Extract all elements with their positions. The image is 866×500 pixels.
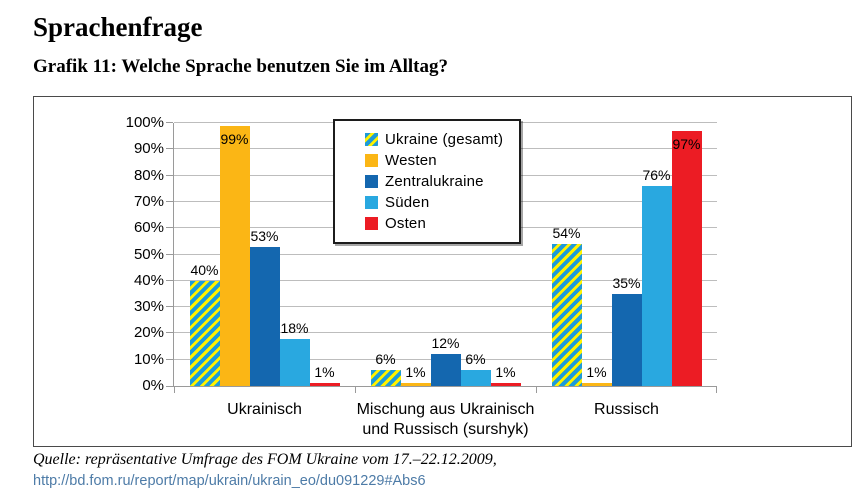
y-tick [166,200,173,202]
bar-westen-ukrainisch [219,126,250,386]
chart-caption: Grafik 11: Welche Sprache benutzen Sie i… [33,56,449,77]
bar-value-label: 12% [431,335,460,351]
bar-value-label: 76% [642,167,671,183]
legend-label: Westen [385,152,437,169]
bar-zentralukraine-mischung-aus-ukrainisch [430,354,461,386]
legend-label: Zentralukraine [385,173,484,190]
y-tick [166,279,173,281]
bar-value-label: 1% [586,364,607,380]
gridline [174,279,717,281]
gridline [174,253,717,255]
bar-value-label: 40% [190,262,219,278]
y-tick-label: 0% [142,377,164,394]
y-tick [166,358,173,360]
bar-westen-russisch [581,383,612,386]
bar-zentralukraine-ukrainisch [249,247,280,386]
gridline [174,332,717,334]
plot-area: 0% 10% 20% 30% 40% 50% 60% 70% 80% 90% 100% 40% 99% 5… [126,114,717,394]
legend-item-osten: Osten [365,213,519,234]
x-axis-label-ukrainisch: Ukrainisch [227,401,302,418]
x-axis-label-russisch: Russisch [594,401,659,418]
y-tick-label: 100% [125,114,164,131]
y-tick-label: 50% [133,245,164,263]
bar-zentralukraine-russisch [611,294,642,386]
source-text: Quelle: repräsentative Umfrage des FOM U… [33,451,497,468]
legend-item-zentralukraine: Zentralukraine [365,171,519,192]
y-tick-label: 60% [133,219,164,237]
legend-swatch-icon [365,133,378,146]
legend-swatch-icon [365,175,378,188]
legend-swatch-icon [365,196,378,209]
bar-ukraine-gesamt-ukrainisch [189,281,220,386]
bar-value-label: 1% [405,364,426,380]
bar-value-label: 1% [495,364,516,380]
bar-value-label: 6% [465,351,486,367]
legend-item-westen: Westen [365,150,519,171]
y-axis-line [173,123,174,387]
y-tick-label: 10% [133,350,164,368]
bar-ukraine-gesamt-russisch [551,244,582,386]
y-tick [166,306,173,308]
bar-value-label: 53% [250,228,279,244]
x-axis-label-mischung-aus-ukrainisch: Mischung aus Ukrainisch und Russisch (su… [356,401,535,438]
y-tick [166,227,173,229]
y-tick-label: 70% [133,192,164,210]
y-tick-label: 80% [133,166,164,184]
y-tick [166,148,173,150]
x-tick [536,387,537,393]
x-tick [174,387,175,393]
bar-ukraine-gesamt-mischung-aus-ukrainisch [370,370,401,386]
x-tick [355,387,356,393]
legend-label: Ukraine (gesamt) [385,131,504,148]
y-tick-label: 40% [133,271,164,289]
y-tick [166,253,173,255]
page-title: Sprachenfrage [33,12,203,42]
y-tick [166,122,173,123]
y-tick [166,174,173,176]
y-tick-label: 20% [133,324,164,342]
bar-value-label: 54% [552,225,581,241]
bar-s-den-mischung-aus-ukrainisch [460,370,491,386]
bar-value-label: 1% [314,364,335,380]
x-tick [716,387,717,393]
bar-westen-mischung-aus-ukrainisch [400,383,431,386]
source-link[interactable]: http://bd.fom.ru/report/map/ukrain/ukrai… [33,473,426,489]
bar-value-label: 97% [672,136,701,152]
legend-label: Süden [385,194,430,211]
legend: Ukraine (gesamt) Westen Zentralukraine Süde… [333,119,521,244]
bar-value-label: 99% [220,131,249,147]
gridline [174,306,717,308]
bar-value-label: 35% [612,275,641,291]
bar-osten-ukrainisch [309,383,340,386]
legend-item-ukraine-gesamt: Ukraine (gesamt) [365,129,519,150]
x-axis-line [174,386,717,387]
y-tick-label: 30% [133,298,164,316]
y-tick [166,386,173,387]
y-tick-label: 90% [133,140,164,158]
bar-osten-mischung-aus-ukrainisch [490,383,521,386]
legend-label: Osten [385,215,427,232]
legend-swatch-icon [365,217,378,230]
bar-value-label: 6% [375,351,396,367]
bar-s-den-russisch [641,186,672,386]
legend-swatch-icon [365,154,378,167]
bar-s-den-ukrainisch [279,339,310,386]
bar-osten-russisch [671,131,702,386]
bar-value-label: 18% [280,320,309,336]
chart-frame: 0% 10% 20% 30% 40% 50% 60% 70% 80% 90% 100% 40% 99% 5… [33,96,852,447]
legend-item-s-den: Süden [365,192,519,213]
y-tick [166,332,173,334]
